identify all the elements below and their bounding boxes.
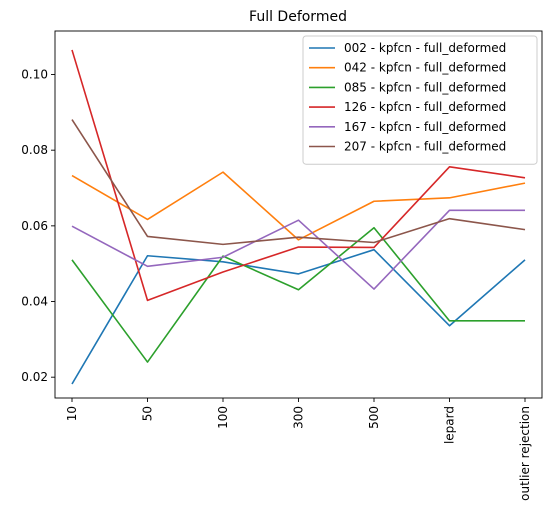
legend-label-3: 085 - kpfcn - full_deformed: [344, 80, 506, 94]
series-line-6: [71, 119, 526, 246]
series-line-2: [71, 171, 526, 241]
y-tick-label: 0.02: [21, 370, 48, 384]
y-tick-label: 0.08: [21, 143, 48, 157]
x-tick-label: 10: [65, 406, 79, 421]
legend-label-5: 167 - kpfcn - full_deformed: [344, 120, 506, 134]
legend-label-4: 126 - kpfcn - full_deformed: [344, 100, 506, 114]
legend-label-6: 207 - kpfcn - full_deformed: [344, 140, 506, 154]
series-line-4: [71, 49, 526, 302]
x-tick-label: 100: [216, 406, 230, 429]
axes-layer: 0.02 0.04 0.06 0.08 0.10 10 50 100 300 500 lepard o…: [21, 30, 543, 501]
x-tick-label: outlier rejection: [518, 406, 532, 501]
y-tick-label: 0.04: [21, 295, 48, 309]
chart-title: Full Deformed: [249, 9, 347, 25]
y-tick-label: 0.06: [21, 219, 48, 233]
legend-label-1: 002 - kpfcn - full_deformed: [344, 41, 506, 55]
x-tick-label: 500: [367, 406, 381, 429]
series-layer: [71, 49, 526, 385]
legend-label-2: 042 - kpfcn - full_deformed: [344, 61, 506, 75]
legend-box: [302, 35, 538, 165]
y-tick-label: 0.10: [21, 68, 48, 82]
series-line-1: [71, 248, 526, 385]
x-tick-label: 50: [141, 406, 155, 421]
x-tick-label: lepard: [443, 406, 457, 444]
legend: 002 - kpfcn - full_deformed 042 - kpfcn -…: [302, 35, 538, 165]
series-line-5: [71, 209, 525, 290]
x-tick-label: 300: [292, 406, 306, 429]
series-line-3: [71, 226, 525, 363]
